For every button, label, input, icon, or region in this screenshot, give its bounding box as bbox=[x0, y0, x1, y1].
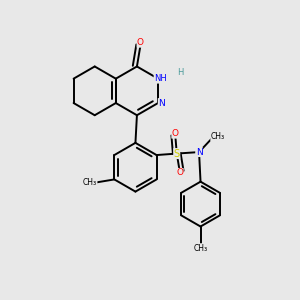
Text: CH₃: CH₃ bbox=[194, 244, 208, 253]
Text: N: N bbox=[158, 98, 165, 107]
Text: CH₃: CH₃ bbox=[211, 132, 225, 141]
Text: O: O bbox=[137, 38, 144, 47]
Text: N: N bbox=[196, 148, 202, 157]
Text: H: H bbox=[177, 68, 184, 77]
Text: CH₃: CH₃ bbox=[83, 178, 97, 187]
Text: NH: NH bbox=[154, 74, 167, 83]
Text: O: O bbox=[172, 129, 179, 138]
Text: S: S bbox=[174, 148, 180, 159]
Text: O: O bbox=[176, 168, 183, 177]
